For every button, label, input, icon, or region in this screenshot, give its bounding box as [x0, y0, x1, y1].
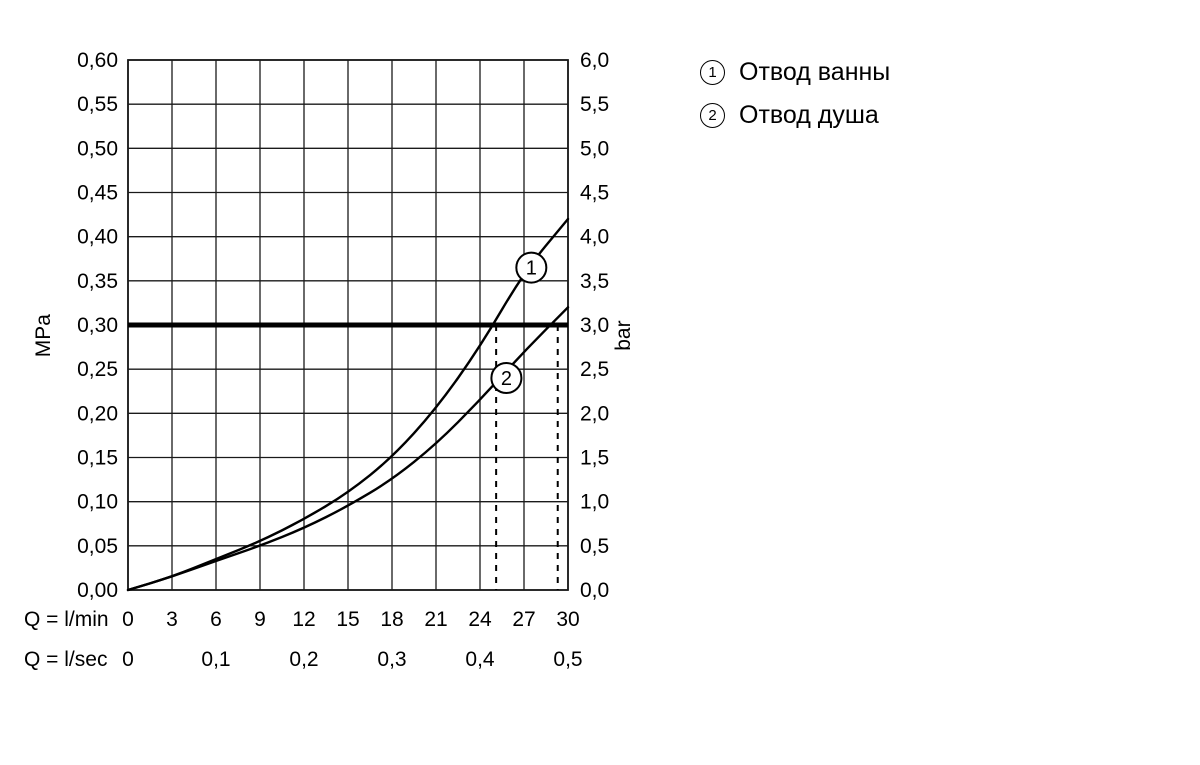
svg-text:1,0: 1,0 [580, 491, 609, 514]
svg-text:0,25: 0,25 [77, 358, 118, 381]
svg-text:15: 15 [336, 608, 359, 631]
svg-text:21: 21 [424, 608, 447, 631]
svg-text:Q = l/min: Q = l/min [24, 608, 109, 631]
svg-text:12: 12 [292, 608, 315, 631]
svg-text:30: 30 [556, 608, 579, 631]
svg-text:0,20: 0,20 [77, 402, 118, 425]
svg-text:0,30: 0,30 [77, 314, 118, 337]
svg-text:9: 9 [254, 608, 266, 631]
svg-text:4,0: 4,0 [580, 226, 609, 249]
flow-pressure-chart: 120,000,050,100,150,200,250,300,350,400,… [0, 0, 660, 765]
svg-text:0: 0 [122, 648, 134, 671]
svg-text:0,3: 0,3 [377, 648, 406, 671]
svg-text:0,5: 0,5 [580, 535, 609, 558]
svg-text:0,45: 0,45 [77, 182, 118, 205]
legend-label: Отвод душа [739, 101, 879, 130]
svg-text:6,0: 6,0 [580, 49, 609, 72]
svg-text:1: 1 [526, 258, 537, 280]
svg-text:2,5: 2,5 [580, 358, 609, 381]
svg-text:bar: bar [612, 320, 635, 350]
legend-marker-2: 2 [700, 103, 725, 128]
svg-text:18: 18 [380, 608, 403, 631]
legend-marker-1: 1 [700, 60, 725, 85]
svg-text:6: 6 [210, 608, 222, 631]
legend-item-1: 1 Отвод ванны [700, 58, 890, 87]
svg-text:1,5: 1,5 [580, 447, 609, 470]
svg-text:0,05: 0,05 [77, 535, 118, 558]
svg-text:3: 3 [166, 608, 178, 631]
svg-text:5,5: 5,5 [580, 93, 609, 116]
legend-label: Отвод ванны [739, 58, 890, 87]
svg-text:2: 2 [501, 368, 512, 390]
svg-text:0,0: 0,0 [580, 579, 609, 602]
svg-text:0,00: 0,00 [77, 579, 118, 602]
svg-text:0,55: 0,55 [77, 93, 118, 116]
svg-text:0,40: 0,40 [77, 226, 118, 249]
svg-text:0,4: 0,4 [465, 648, 495, 671]
svg-text:2,0: 2,0 [580, 402, 609, 425]
svg-text:4,5: 4,5 [580, 182, 609, 205]
svg-text:0: 0 [122, 608, 134, 631]
svg-text:0,35: 0,35 [77, 270, 118, 293]
svg-text:Q = l/sec: Q = l/sec [24, 648, 107, 671]
svg-text:3,0: 3,0 [580, 314, 609, 337]
legend: 1 Отвод ванны 2 Отвод душа [660, 0, 890, 765]
svg-text:0,15: 0,15 [77, 447, 118, 470]
svg-text:24: 24 [468, 608, 492, 631]
svg-text:3,5: 3,5 [580, 270, 609, 293]
svg-text:0,50: 0,50 [77, 137, 118, 160]
svg-text:0,1: 0,1 [201, 648, 230, 671]
svg-text:0,60: 0,60 [77, 49, 118, 72]
svg-text:27: 27 [512, 608, 535, 631]
svg-text:0,10: 0,10 [77, 491, 118, 514]
svg-text:0,2: 0,2 [289, 648, 318, 671]
legend-item-2: 2 Отвод душа [700, 101, 890, 130]
svg-text:5,0: 5,0 [580, 137, 609, 160]
svg-text:MPa: MPa [32, 314, 55, 358]
svg-text:0,5: 0,5 [553, 648, 582, 671]
